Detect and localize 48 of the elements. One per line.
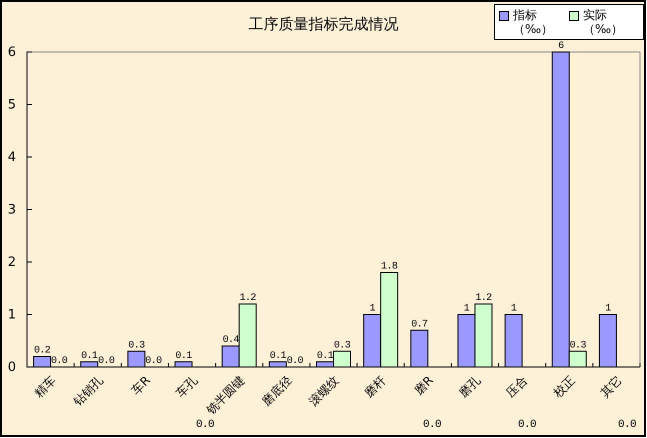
x-tick-label: 磨孔	[456, 373, 484, 400]
data-label: 0.1	[81, 350, 98, 362]
data-label: 0.3	[334, 340, 351, 352]
data-label: 0.2	[34, 346, 51, 356]
y-tick-label: 6	[8, 45, 16, 60]
x-tick-label: 磨R	[412, 373, 436, 398]
y-tick-label: 5	[8, 98, 16, 113]
x-tick-label: 铣半圆键	[202, 373, 248, 418]
x-tick-label: 压合	[503, 373, 530, 400]
text: 0.0	[618, 419, 636, 431]
data-label: 0.0	[286, 356, 304, 367]
data-label: 0.0	[50, 356, 68, 367]
y-tick-label: 3	[8, 202, 16, 218]
data-label: 1	[510, 304, 517, 314]
chart-title: 工序质量指标完成情况	[248, 15, 398, 33]
data-label: 0.1	[316, 350, 334, 362]
data-label: 1	[464, 304, 470, 314]
legend-label: 实际（‰）	[583, 8, 624, 36]
y-tick-label: 1	[8, 308, 16, 323]
data-label: 1.8	[381, 262, 398, 272]
x-tick-label: 磨底径	[259, 373, 294, 409]
x-tick-label: 车孔	[173, 373, 200, 400]
y-tick-label: 0	[8, 360, 16, 376]
x-tick-label: 磨杆	[362, 373, 389, 400]
data-label: 0.1	[175, 350, 192, 362]
data-label: 1	[369, 304, 376, 314]
text: 0.0	[196, 419, 214, 431]
data-label: 6	[558, 41, 564, 52]
data-label: 0.3	[128, 340, 146, 352]
data-label: 1.2	[240, 293, 256, 304]
x-tick-label: 钻销孔	[70, 373, 106, 410]
x-tick-label: 精车	[32, 373, 59, 400]
x-tick-label: 车R	[128, 373, 154, 398]
data-label: 0.1	[270, 350, 287, 362]
legend-label: 指标（‰）	[513, 8, 554, 36]
data-label: 0.7	[411, 319, 428, 330]
y-tick-label: 2	[8, 255, 16, 270]
data-label: 1	[605, 304, 612, 314]
y-tick-label: 4	[8, 150, 16, 166]
x-tick-label: 校正	[550, 373, 578, 401]
data-label: 0.3	[570, 340, 586, 352]
data-label: 1.2	[475, 293, 492, 304]
data-label: 0.0	[145, 356, 162, 367]
text: 0.0	[422, 419, 442, 431]
x-tick-label: 滚螺纹	[306, 373, 342, 409]
x-tick-label: 其它	[598, 373, 625, 400]
text: 0.0	[518, 419, 536, 431]
data-label: 0.0	[98, 356, 115, 367]
